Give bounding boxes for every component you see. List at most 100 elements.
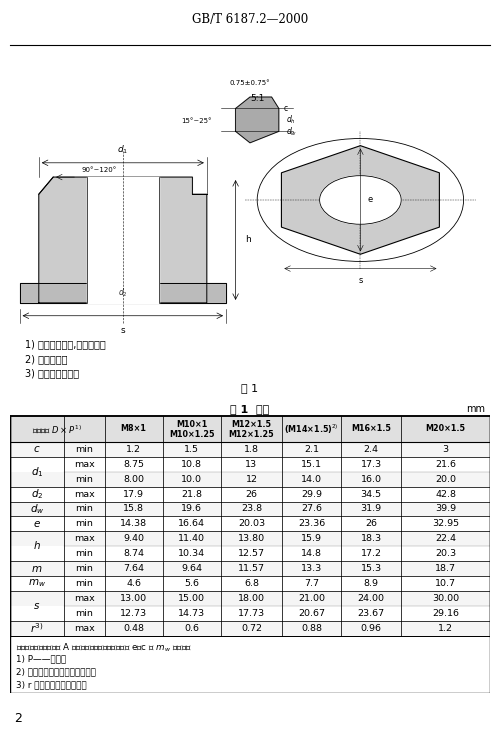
Text: 17.3: 17.3	[360, 460, 382, 469]
Text: 15°~25°: 15°~25°	[181, 118, 212, 125]
Text: M10×1: M10×1	[176, 419, 208, 429]
Text: M12×1.5: M12×1.5	[232, 419, 272, 429]
Text: s: s	[34, 601, 40, 611]
Text: 13.3: 13.3	[301, 564, 322, 573]
Text: 31.9: 31.9	[360, 504, 382, 514]
Text: s: s	[120, 325, 125, 335]
Text: 24.00: 24.00	[358, 594, 384, 603]
Text: 8.00: 8.00	[123, 475, 144, 484]
FancyBboxPatch shape	[10, 591, 490, 605]
Text: 26: 26	[246, 490, 258, 498]
Text: 表 1  尺寸: 表 1 尺寸	[230, 404, 270, 414]
Text: s: s	[358, 276, 362, 284]
FancyBboxPatch shape	[10, 487, 490, 501]
Text: 2) 螺杆长度。: 2) 螺杆长度。	[24, 354, 67, 364]
Text: 20.3: 20.3	[435, 549, 456, 558]
Text: 27.6: 27.6	[301, 504, 322, 514]
Text: 34.5: 34.5	[360, 490, 382, 498]
Polygon shape	[20, 283, 226, 303]
FancyBboxPatch shape	[10, 472, 490, 487]
Text: $d_h$: $d_h$	[286, 114, 296, 126]
Text: 21.8: 21.8	[181, 490, 202, 498]
Polygon shape	[39, 177, 207, 303]
Text: 14.38: 14.38	[120, 520, 147, 528]
Text: 2: 2	[14, 712, 22, 725]
Text: 8.75: 8.75	[123, 460, 144, 469]
FancyBboxPatch shape	[10, 442, 490, 457]
Text: min: min	[75, 520, 93, 528]
Text: 5.6: 5.6	[184, 579, 199, 588]
Text: min: min	[75, 564, 93, 573]
Text: $d_w$: $d_w$	[30, 502, 44, 516]
Text: M10×1.25: M10×1.25	[169, 430, 214, 439]
Text: M8×1: M8×1	[120, 424, 146, 433]
Text: 0.75±0.75°: 0.75±0.75°	[230, 80, 270, 86]
Text: 0.6: 0.6	[184, 624, 199, 633]
Text: $d_w$: $d_w$	[286, 125, 297, 138]
Text: 2) 尽可能不采用括号内的规格。: 2) 尽可能不采用括号内的规格。	[16, 667, 96, 676]
Text: max: max	[74, 594, 94, 603]
Text: 20.0: 20.0	[435, 475, 456, 484]
Text: 0.72: 0.72	[241, 624, 262, 633]
Text: 9.40: 9.40	[123, 534, 144, 543]
Text: 3: 3	[442, 445, 448, 454]
Text: min: min	[75, 608, 93, 618]
Text: 1.2: 1.2	[126, 445, 141, 454]
Text: 23.36: 23.36	[298, 520, 326, 528]
FancyBboxPatch shape	[10, 636, 490, 693]
Text: 3) r 适用于棱角和六角面。: 3) r 适用于棱角和六角面。	[16, 680, 86, 689]
Text: 18.7: 18.7	[435, 564, 456, 573]
Text: 图 1: 图 1	[242, 383, 258, 394]
Text: m: m	[32, 564, 42, 573]
Text: $m_1$: $m_1$	[0, 223, 4, 237]
Text: 20.67: 20.67	[298, 608, 325, 618]
FancyBboxPatch shape	[10, 517, 490, 531]
Text: 29.16: 29.16	[432, 608, 459, 618]
Text: GB/T 6187.2—2000: GB/T 6187.2—2000	[192, 13, 308, 26]
Text: 17.2: 17.2	[360, 549, 382, 558]
Text: 1) 有效力茄部分,形状任选。: 1) 有效力茄部分,形状任选。	[24, 339, 105, 350]
Text: 1.2: 1.2	[438, 624, 453, 633]
Text: $d_2$: $d_2$	[30, 487, 43, 501]
Text: 17.73: 17.73	[238, 608, 265, 618]
Text: 17.9: 17.9	[123, 490, 144, 498]
FancyBboxPatch shape	[10, 576, 490, 591]
Text: M20×1.5: M20×1.5	[426, 424, 466, 433]
Text: 1.5: 1.5	[184, 445, 199, 454]
Text: 15.00: 15.00	[178, 594, 205, 603]
Text: 21.6: 21.6	[435, 460, 456, 469]
Text: max: max	[74, 534, 94, 543]
Polygon shape	[236, 97, 279, 143]
Text: e: e	[34, 519, 40, 529]
Text: 10.8: 10.8	[181, 460, 202, 469]
Text: 6.8: 6.8	[244, 579, 259, 588]
Text: 15.3: 15.3	[360, 564, 382, 573]
Text: max: max	[74, 624, 94, 633]
Text: max: max	[74, 460, 94, 469]
Polygon shape	[282, 146, 440, 254]
Text: 11.40: 11.40	[178, 534, 205, 543]
Text: 13: 13	[246, 460, 258, 469]
Text: M16×1.5: M16×1.5	[352, 424, 391, 433]
FancyBboxPatch shape	[10, 561, 490, 576]
Text: 1) P——螺距。: 1) P——螺距。	[16, 655, 66, 663]
Text: 19.6: 19.6	[181, 504, 202, 514]
Text: 26: 26	[365, 520, 377, 528]
FancyBboxPatch shape	[10, 531, 490, 546]
Text: 12.73: 12.73	[120, 608, 147, 618]
FancyBboxPatch shape	[10, 457, 490, 472]
Text: mm: mm	[466, 404, 485, 414]
Text: 10.7: 10.7	[435, 579, 456, 588]
FancyBboxPatch shape	[10, 546, 490, 561]
Text: (M14×1.5)$^{2)}$: (M14×1.5)$^{2)}$	[284, 422, 339, 435]
Text: 15.9: 15.9	[301, 534, 322, 543]
Text: 23.67: 23.67	[358, 608, 385, 618]
Text: 14.0: 14.0	[301, 475, 322, 484]
Text: 0.88: 0.88	[301, 624, 322, 633]
Text: 12.57: 12.57	[238, 549, 265, 558]
Text: 13.00: 13.00	[120, 594, 147, 603]
Text: 18.3: 18.3	[360, 534, 382, 543]
Text: $r^{3)}$: $r^{3)}$	[30, 621, 44, 635]
Text: 32.95: 32.95	[432, 520, 459, 528]
Text: 14.73: 14.73	[178, 608, 205, 618]
